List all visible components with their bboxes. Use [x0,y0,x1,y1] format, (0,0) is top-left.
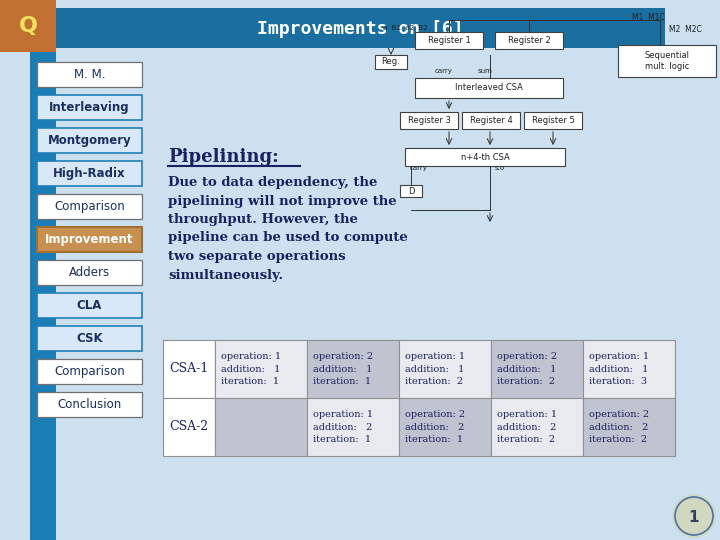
Text: CSA-2: CSA-2 [169,421,209,434]
FancyBboxPatch shape [495,32,563,49]
Text: M. M.: M. M. [73,68,105,81]
Text: operation: 2
addition:   1
iteration:  1: operation: 2 addition: 1 iteration: 1 [313,352,373,386]
Text: carry: carry [410,165,428,171]
FancyBboxPatch shape [491,398,583,456]
Text: carry: carry [435,68,453,74]
FancyBboxPatch shape [30,52,56,540]
Text: operation: 1
addition:   1
iteration:  1: operation: 1 addition: 1 iteration: 1 [221,352,281,386]
Text: Register 3: Register 3 [408,116,451,125]
FancyBboxPatch shape [55,8,665,48]
Text: Improvement: Improvement [45,233,134,246]
FancyBboxPatch shape [37,227,142,252]
Circle shape [673,495,715,537]
FancyBboxPatch shape [37,293,142,318]
Text: Due to data dependency, the
pipelining will not improve the
throughput. However,: Due to data dependency, the pipelining w… [168,176,408,281]
Text: Reg.: Reg. [382,57,400,66]
Text: Interleaving: Interleaving [49,101,130,114]
FancyBboxPatch shape [491,340,583,398]
FancyBboxPatch shape [583,398,675,456]
FancyBboxPatch shape [618,45,716,77]
FancyBboxPatch shape [37,128,142,153]
Text: s.o: s.o [495,165,505,171]
Text: CSA-1: CSA-1 [169,362,209,375]
Text: 1: 1 [689,510,699,524]
FancyBboxPatch shape [307,398,399,456]
FancyBboxPatch shape [37,260,142,285]
FancyBboxPatch shape [399,398,491,456]
Text: Improvements on [6]: Improvements on [6] [257,20,463,38]
Text: operation: 1
addition:   1
iteration:  3: operation: 1 addition: 1 iteration: 3 [589,352,649,386]
Text: operation: 1
addition:   1
iteration:  2: operation: 1 addition: 1 iteration: 2 [405,352,465,386]
FancyBboxPatch shape [524,112,582,129]
FancyBboxPatch shape [0,0,56,52]
Text: Conclusion: Conclusion [58,398,122,411]
Text: Register 2: Register 2 [508,36,550,45]
FancyBboxPatch shape [400,112,458,129]
FancyBboxPatch shape [37,194,142,219]
Text: operation: 2
addition:   1
iteration:  2: operation: 2 addition: 1 iteration: 2 [497,352,557,386]
Text: Register 4: Register 4 [469,116,513,125]
Text: D: D [408,186,414,195]
Text: Q: Q [19,16,37,36]
Text: CSK: CSK [76,332,103,345]
Text: Sequential
mult. logic: Sequential mult. logic [644,51,690,71]
FancyBboxPatch shape [37,62,142,87]
Text: operation: 1
addition:   2
iteration:  2: operation: 1 addition: 2 iteration: 2 [497,410,557,444]
Text: Register 1: Register 1 [428,36,470,45]
FancyBboxPatch shape [399,340,491,398]
FancyBboxPatch shape [37,95,142,120]
FancyBboxPatch shape [400,185,422,197]
FancyBboxPatch shape [215,398,307,456]
Text: operation: 1
addition:   2
iteration:  1: operation: 1 addition: 2 iteration: 1 [313,410,373,444]
FancyBboxPatch shape [415,32,483,49]
FancyBboxPatch shape [375,55,407,69]
Text: Pipelining:: Pipelining: [168,148,279,166]
Text: operation: 2
addition:   2
iteration:  2: operation: 2 addition: 2 iteration: 2 [589,410,649,444]
Text: Montgomery: Montgomery [48,134,131,147]
FancyBboxPatch shape [37,392,142,417]
FancyBboxPatch shape [215,340,307,398]
Text: CLA: CLA [77,299,102,312]
Text: Comparison: Comparison [54,365,125,378]
FancyBboxPatch shape [583,340,675,398]
FancyBboxPatch shape [37,161,142,186]
FancyBboxPatch shape [163,340,215,398]
Text: n+4-th CSA: n+4-th CSA [461,152,509,161]
Text: Interleaved CSA: Interleaved CSA [455,84,523,92]
FancyBboxPatch shape [462,112,520,129]
Text: M2  M2C: M2 M2C [669,25,701,34]
FancyBboxPatch shape [37,326,142,351]
FancyBboxPatch shape [163,398,215,456]
FancyBboxPatch shape [405,148,565,166]
Text: M1  M1C: M1 M1C [631,13,665,22]
FancyBboxPatch shape [307,340,399,398]
Text: Adders: Adders [69,266,110,279]
Text: sum: sum [478,68,493,74]
Text: High-Radix: High-Radix [53,167,126,180]
Text: operation: 2
addition:   2
iteration:  1: operation: 2 addition: 2 iteration: 1 [405,410,465,444]
FancyBboxPatch shape [415,78,563,98]
FancyBboxPatch shape [37,359,142,384]
Text: a  B1  a2  B2: a B1 a2 B2 [383,25,428,31]
Text: Register 5: Register 5 [531,116,575,125]
Text: Comparison: Comparison [54,200,125,213]
